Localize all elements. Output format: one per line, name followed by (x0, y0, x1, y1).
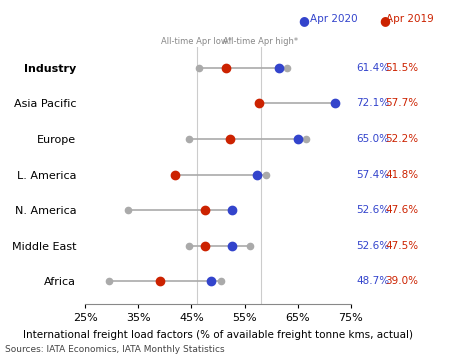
Text: 52.6%: 52.6% (356, 205, 389, 215)
Text: 72.1%: 72.1% (356, 98, 389, 108)
Text: Apr 2019: Apr 2019 (386, 14, 434, 24)
Text: Apr 2020: Apr 2020 (310, 14, 358, 24)
Text: 52.2%: 52.2% (385, 134, 419, 144)
Text: 51.5%: 51.5% (385, 63, 419, 73)
Text: 41.8%: 41.8% (385, 170, 419, 179)
X-axis label: International freight load factors (% of available freight tonne kms, actual): International freight load factors (% of… (23, 330, 413, 340)
Text: 48.7%: 48.7% (356, 276, 389, 286)
Text: ●: ● (299, 14, 310, 27)
Text: ●: ● (379, 14, 390, 27)
Text: 52.6%: 52.6% (356, 241, 389, 251)
Text: 57.7%: 57.7% (385, 98, 419, 108)
Text: 39.0%: 39.0% (385, 276, 418, 286)
Text: 61.4%: 61.4% (356, 63, 389, 73)
Text: 65.0%: 65.0% (356, 134, 389, 144)
Text: All-time Apr low*: All-time Apr low* (161, 37, 232, 46)
Text: All-time Apr high*: All-time Apr high* (223, 37, 298, 46)
Text: 47.5%: 47.5% (385, 241, 419, 251)
Text: 47.6%: 47.6% (385, 205, 419, 215)
Text: 57.4%: 57.4% (356, 170, 389, 179)
Text: Sources: IATA Economics, IATA Monthly Statistics: Sources: IATA Economics, IATA Monthly St… (5, 345, 224, 354)
